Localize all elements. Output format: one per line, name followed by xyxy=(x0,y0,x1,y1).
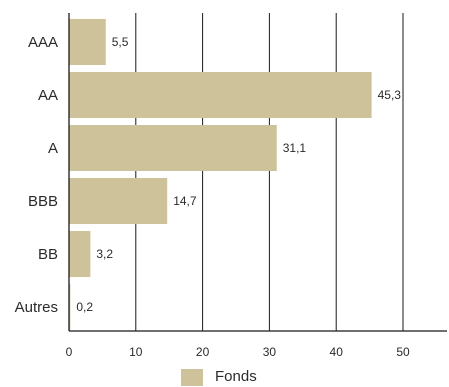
x-tick-label-30: 30 xyxy=(263,345,277,359)
category-label-bbb: BBB xyxy=(28,193,58,210)
x-tick-label-40: 40 xyxy=(330,345,344,359)
bar-autres xyxy=(69,284,71,330)
category-label-aaa: AAA xyxy=(28,34,58,51)
bar-bbb xyxy=(69,178,168,224)
legend-swatch xyxy=(181,368,203,386)
x-tick-label-50: 50 xyxy=(396,345,410,359)
legend-label-fonds: Fonds xyxy=(215,368,257,385)
value-label-bb: 3,2 xyxy=(96,247,113,261)
value-label-aaa: 5,5 xyxy=(112,35,129,49)
x-tick-label-0: 0 xyxy=(66,345,73,359)
bar-aa xyxy=(69,72,372,118)
x-tick-label-20: 20 xyxy=(196,345,210,359)
bar-aaa xyxy=(69,19,106,65)
bar-a xyxy=(69,125,277,171)
value-label-bbb: 14,7 xyxy=(173,194,197,208)
category-label-autres: Autres xyxy=(15,299,58,316)
category-label-a: A xyxy=(48,140,58,157)
value-label-autres: 0,2 xyxy=(76,300,93,314)
x-tick-label-10: 10 xyxy=(129,345,143,359)
value-label-aa: 45,3 xyxy=(378,88,402,102)
legend: Fonds xyxy=(181,367,257,387)
value-label-a: 31,1 xyxy=(283,141,307,155)
category-label-aa: AA xyxy=(38,87,58,104)
bar-bb xyxy=(69,231,91,277)
category-label-bb: BB xyxy=(38,246,58,263)
